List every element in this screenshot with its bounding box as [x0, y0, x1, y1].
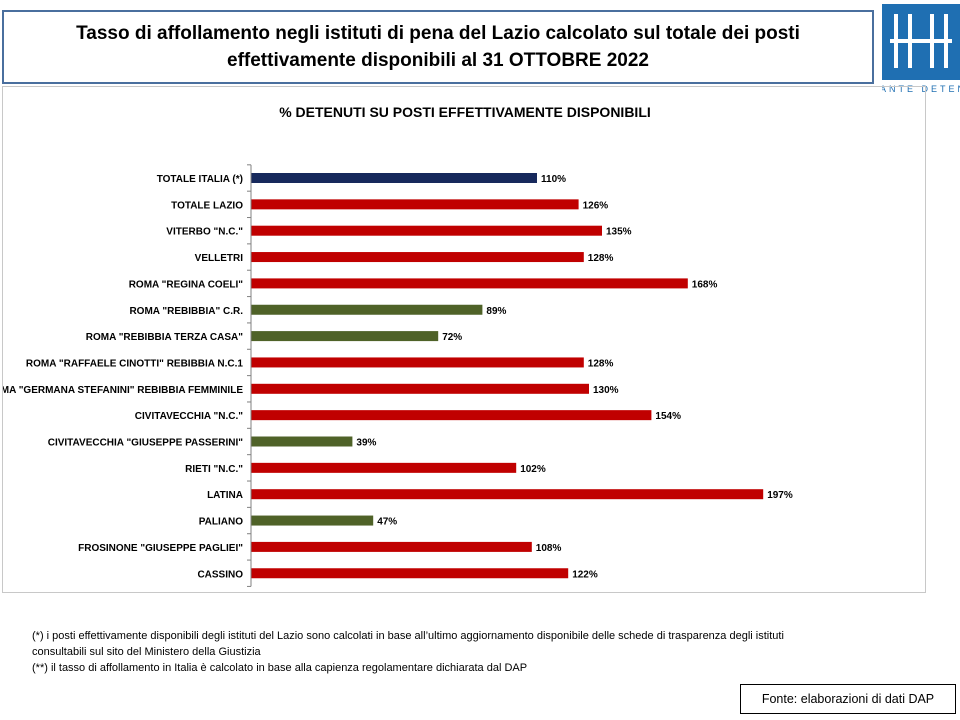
category-label: CIVITAVECCHIA "GIUSEPPE PASSERINI" [48, 438, 244, 449]
category-label: VELLETRI [195, 253, 244, 264]
category-label: RIETI "N.C." [185, 464, 243, 475]
bar [251, 331, 439, 342]
bar [251, 568, 569, 579]
bar [251, 173, 537, 183]
data-label: 168% [692, 279, 718, 290]
footnote-line1: (*) i posti effettivamente disponibili d… [32, 630, 784, 642]
bar [251, 225, 602, 236]
data-label: 89% [486, 306, 506, 317]
bar [251, 278, 688, 289]
category-label: ROMA "GERMANA STEFANINI" REBIBBIA FEMMIN… [3, 385, 243, 396]
bar-chart: % DETENUTI SU POSTI EFFETTIVAMENTE DISPO… [3, 104, 793, 587]
footnote-line2: consultabili sul sito del Ministero dell… [32, 646, 261, 658]
category-label: FROSINONE "GIUSEPPE PAGLIEI" [78, 543, 243, 554]
chart-area: % DETENUTI SU POSTI EFFETTIVAMENTE DISPO… [2, 86, 926, 593]
chart-title: % DETENUTI SU POSTI EFFETTIVAMENTE DISPO… [279, 104, 651, 120]
bar [251, 252, 584, 263]
data-label: 135% [606, 227, 632, 238]
category-label: ROMA "REGINA COELI" [129, 279, 244, 290]
source-box: Fonte: elaborazioni di dati DAP [740, 684, 956, 714]
data-label: 128% [588, 253, 614, 264]
category-label: ROMA "REBIBBIA" C.R. [129, 306, 243, 317]
bar [251, 462, 517, 473]
data-label: 72% [442, 332, 462, 343]
bar [251, 515, 374, 526]
data-label: 108% [536, 543, 562, 554]
bar [251, 383, 589, 394]
bar [251, 410, 652, 421]
category-label: CIVITAVECCHIA "N.C." [135, 411, 243, 422]
bar [251, 304, 483, 315]
logo-text: GARANTE DETENUTI [882, 84, 960, 94]
category-label: TOTALE ITALIA (*) [157, 174, 243, 185]
bar [251, 541, 532, 552]
data-label: 47% [377, 517, 397, 528]
data-label: 154% [655, 411, 681, 422]
category-label: VITERBO "N.C." [166, 227, 243, 238]
data-label: 197% [767, 490, 793, 501]
category-label: TOTALE LAZIO [171, 200, 243, 211]
source-label: Fonte: elaborazioni di dati DAP [761, 692, 935, 706]
data-label: 102% [520, 464, 546, 475]
garante-logo-icon: GARANTE DETENUTI [851, 4, 960, 110]
category-label: LATINA [207, 490, 243, 501]
page-title-line2: effettivamente disponibili al 31 OTTOBRE… [227, 50, 649, 71]
data-label: 126% [583, 200, 609, 211]
data-label: 39% [356, 438, 376, 449]
category-label: CASSINO [197, 569, 243, 580]
bar [251, 436, 353, 447]
footnote-line3: (**) il tasso di affollamento in Italia … [32, 662, 528, 674]
title-box: Tasso di affollamento negli istituti di … [2, 10, 874, 84]
page-title-line1: Tasso di affollamento negli istituti di … [76, 23, 800, 44]
bar [251, 489, 764, 500]
category-label: ROMA "REBIBBIA TERZA CASA" [86, 332, 244, 343]
bar [251, 357, 584, 368]
category-label: PALIANO [199, 517, 243, 528]
data-label: 122% [572, 569, 598, 580]
category-label: ROMA "RAFFAELE CINOTTI" REBIBBIA N.C.1 [26, 358, 244, 369]
footnotes: (*) i posti effettivamente disponibili d… [32, 628, 932, 676]
data-label: 128% [588, 358, 614, 369]
logo-graphic: GARANTE DETENUTI [851, 4, 960, 94]
data-label: 110% [541, 174, 566, 185]
bar [251, 199, 579, 210]
data-label: 130% [593, 385, 619, 396]
